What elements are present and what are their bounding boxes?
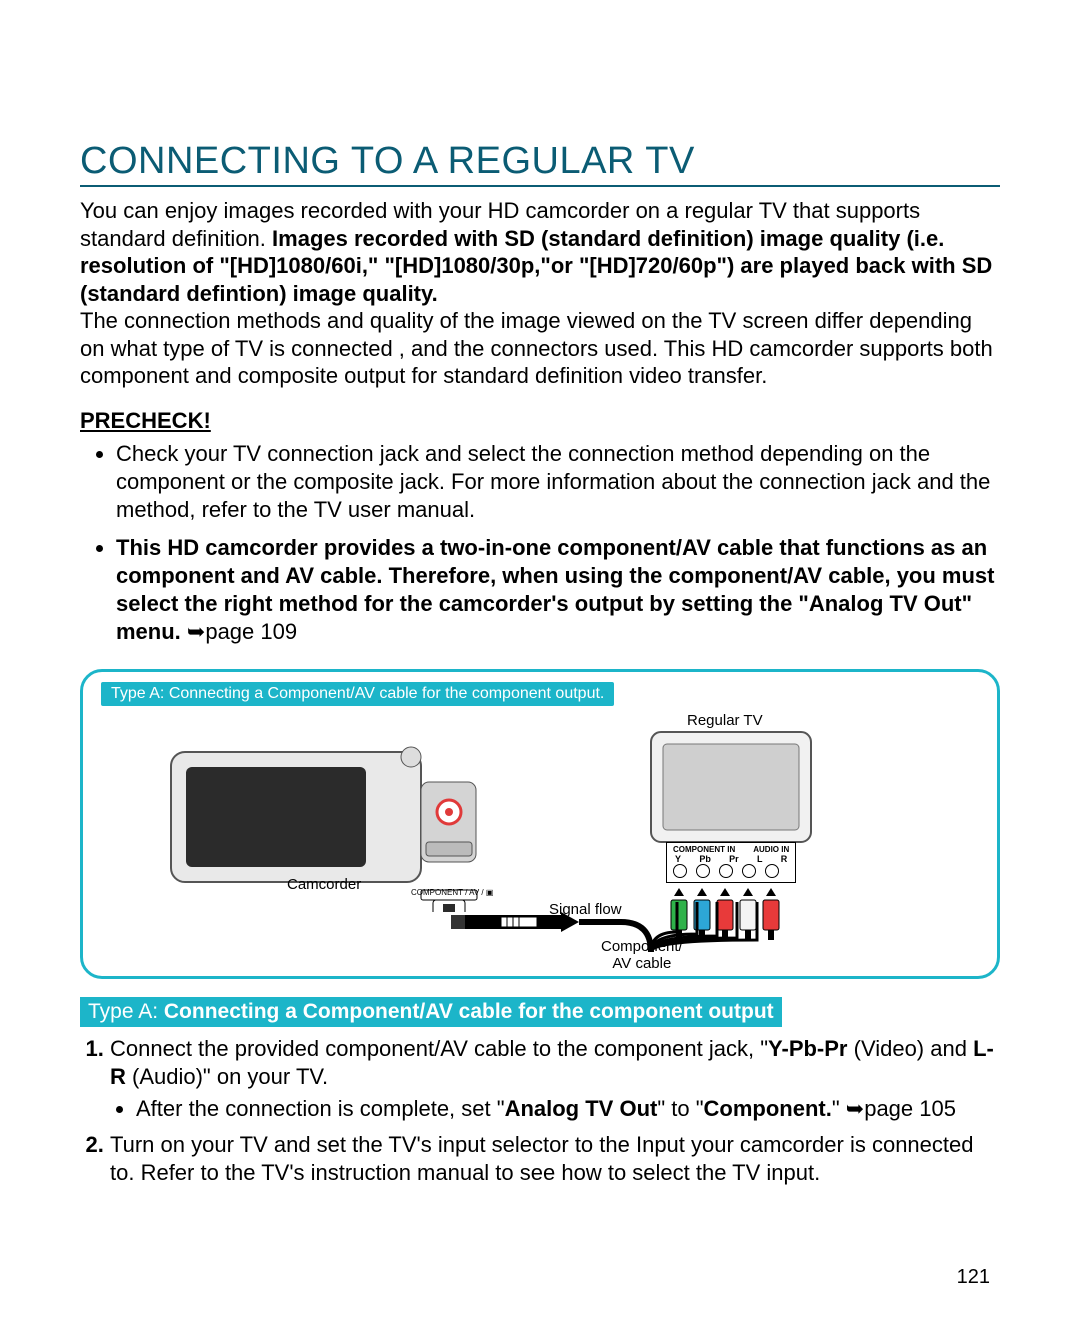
manual-page: CONNECTING TO A REGULAR TV You can enjoy… xyxy=(0,0,1080,1329)
connection-diagram: Type A: Connecting a Component/AV cable … xyxy=(80,669,1000,979)
step-text: Turn on your TV and set the TV's input s… xyxy=(110,1132,973,1185)
sub-text: " to " xyxy=(657,1096,703,1121)
precheck-list: Check your TV connection jack and select… xyxy=(88,440,1000,647)
step-subitem: After the connection is complete, set "A… xyxy=(136,1095,1000,1123)
jack-label: Y xyxy=(675,854,681,864)
panel-audio-in: AUDIO IN xyxy=(753,845,789,854)
step-bold: Y-Pb-Pr xyxy=(768,1036,847,1061)
cable-icon xyxy=(441,892,961,1012)
sub-text: After the connection is complete, set " xyxy=(136,1096,505,1121)
step-text: (Video) and xyxy=(848,1036,974,1061)
jack-label: Pr xyxy=(729,854,739,864)
diagram-area: Camcorder COMPONENT / AV / ▣ Regular TV … xyxy=(101,712,979,962)
sub-bold: Analog TV Out xyxy=(505,1096,658,1121)
step-item: Turn on your TV and set the TV's input s… xyxy=(110,1131,1000,1187)
section-heading-prefix: Type A: xyxy=(88,1000,164,1023)
intro-paragraph: You can enjoy images recorded with your … xyxy=(80,197,1000,390)
diagram-tab-label: Type A: Connecting a Component/AV cable … xyxy=(101,682,614,706)
jack-panel: COMPONENT IN AUDIO IN Y Pb Pr L R xyxy=(666,842,796,883)
step-item: Connect the provided component/AV cable … xyxy=(110,1035,1000,1123)
precheck-heading: PRECHECK! xyxy=(80,408,1000,434)
jack-label: L xyxy=(757,854,763,864)
page-number: 121 xyxy=(957,1266,990,1289)
steps-list: Connect the provided component/AV cable … xyxy=(80,1035,1000,1188)
panel-component-in: COMPONENT IN xyxy=(673,845,735,854)
precheck-item-ref: ➥page 109 xyxy=(187,619,297,644)
cable-label: Component/ AV cable xyxy=(601,938,683,972)
precheck-item: Check your TV connection jack and select… xyxy=(116,440,1000,524)
camcorder-label: Camcorder xyxy=(287,876,361,893)
page-title: CONNECTING TO A REGULAR TV xyxy=(80,140,1000,187)
signal-flow-label: Signal flow xyxy=(549,901,622,918)
step-sublist: After the connection is complete, set "A… xyxy=(110,1095,1000,1123)
tv-label: Regular TV xyxy=(687,712,763,729)
step-text: (Audio)" on your TV. xyxy=(126,1064,328,1089)
jack-label: Pb xyxy=(699,854,711,864)
sub-bold: Component. xyxy=(704,1096,832,1121)
precheck-item: This HD camcorder provides a two-in-one … xyxy=(116,534,1000,647)
step-text: Connect the provided component/AV cable … xyxy=(110,1036,768,1061)
jack-label: R xyxy=(781,854,788,864)
intro-text-2: The connection methods and quality of th… xyxy=(80,307,1000,390)
sub-text: " ➥page 105 xyxy=(832,1096,956,1121)
precheck-item-text: Check your TV connection jack and select… xyxy=(116,441,990,522)
